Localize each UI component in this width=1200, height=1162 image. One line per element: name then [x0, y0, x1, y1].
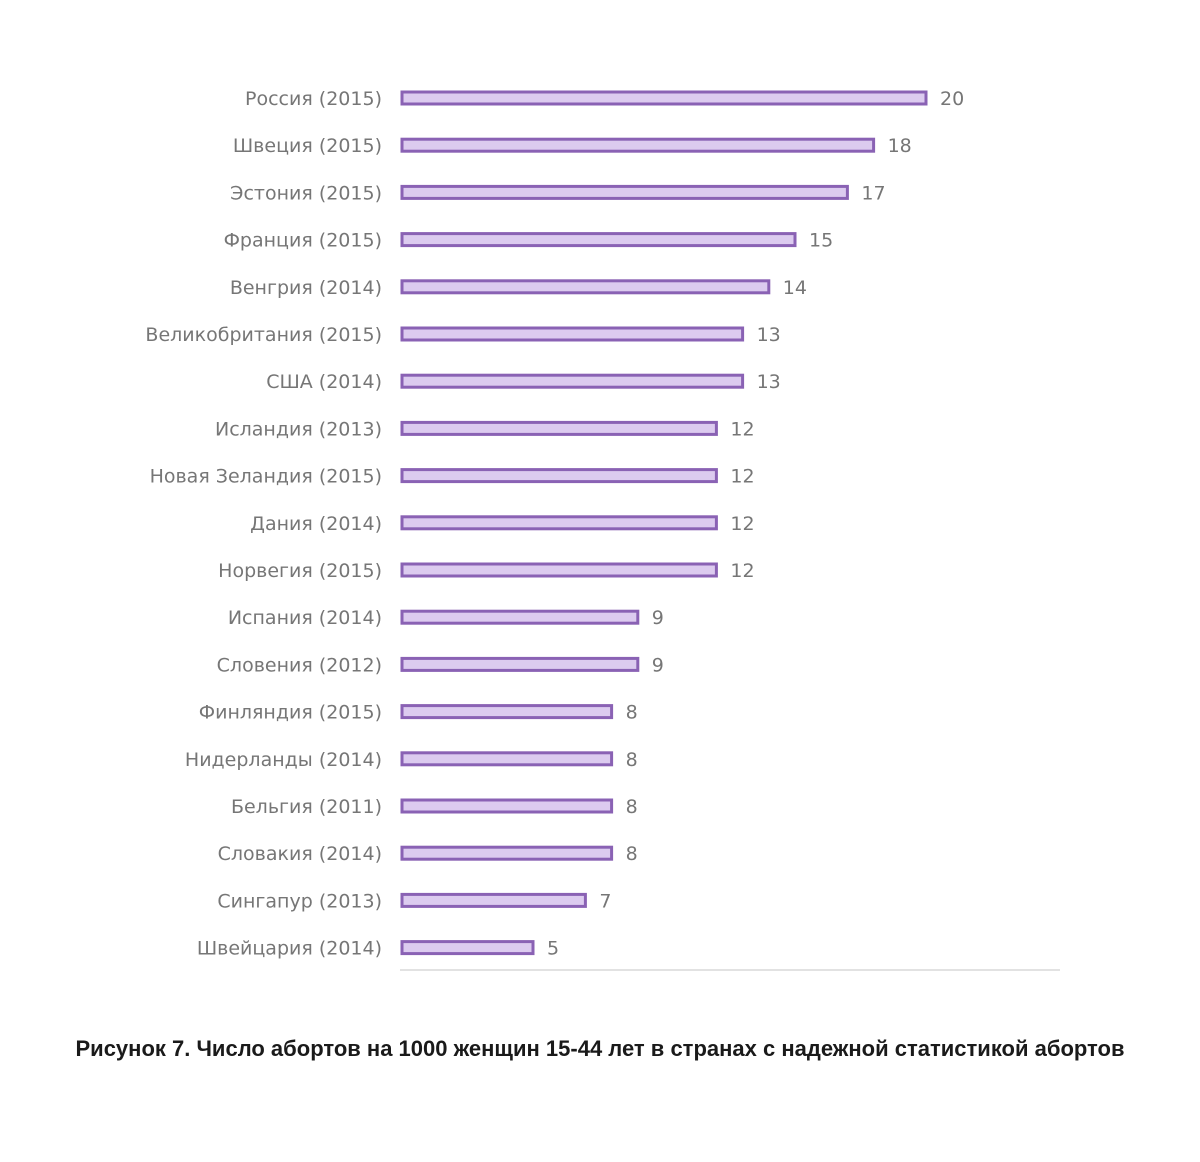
category-label: Бельгия (2011) — [231, 796, 382, 818]
category-label: Швейцария (2014) — [197, 938, 382, 960]
category-label: Дания (2014) — [250, 513, 382, 535]
bar — [400, 90, 928, 106]
value-label: 12 — [730, 513, 754, 535]
value-label: 5 — [547, 938, 559, 960]
value-label: 8 — [626, 749, 638, 771]
value-label: 12 — [730, 560, 754, 582]
bar — [400, 656, 640, 672]
value-label: 9 — [652, 607, 664, 629]
bar — [400, 609, 640, 625]
category-label: Исландия (2013) — [215, 418, 382, 440]
category-label: Венгрия (2014) — [230, 277, 382, 299]
value-label: 13 — [757, 371, 781, 393]
value-label: 8 — [626, 843, 638, 865]
category-label: Франция (2015) — [224, 230, 382, 252]
value-label: 9 — [652, 654, 664, 676]
value-label: 18 — [888, 135, 912, 157]
bars-group: Россия (2015) 20 Швеция (2015) 18 Эстония (2… — [145, 88, 964, 960]
value-label: 20 — [940, 88, 964, 110]
category-label: Словакия (2014) — [218, 843, 382, 865]
bar — [400, 845, 614, 861]
bar — [400, 373, 745, 389]
bar — [400, 420, 718, 436]
value-label: 12 — [730, 418, 754, 440]
bar — [400, 940, 535, 956]
value-label: 12 — [730, 466, 754, 488]
bar — [400, 279, 771, 295]
value-label: 14 — [783, 277, 807, 299]
value-label: 8 — [626, 702, 638, 724]
value-label: 7 — [599, 890, 611, 912]
bar — [400, 798, 614, 814]
figure-caption: Рисунок 7. Число абортов на 1000 женщин … — [75, 1036, 1125, 1061]
category-label: Финляндия (2015) — [199, 702, 382, 724]
value-label: 17 — [861, 182, 885, 204]
category-label: Испания (2014) — [228, 607, 382, 629]
bar — [400, 751, 614, 767]
bar — [400, 892, 587, 908]
category-label: Нидерланды (2014) — [185, 749, 382, 771]
bar — [400, 468, 718, 484]
category-label: Словения (2012) — [217, 654, 382, 676]
bar — [400, 326, 745, 342]
category-label: США (2014) — [266, 371, 382, 393]
category-label: Норвегия (2015) — [218, 560, 382, 582]
bar — [400, 562, 718, 578]
value-label: 8 — [626, 796, 638, 818]
bar — [400, 232, 797, 248]
category-label: Россия (2015) — [245, 88, 382, 110]
category-label: Новая Зеландия (2015) — [150, 466, 382, 488]
bar — [400, 184, 849, 200]
bar — [400, 137, 876, 153]
value-label: 13 — [757, 324, 781, 346]
category-label: Эстония (2015) — [230, 182, 382, 204]
category-label: Сингапур (2013) — [217, 890, 382, 912]
value-label: 15 — [809, 230, 833, 252]
category-label: Швеция (2015) — [233, 135, 382, 157]
bar-chart: Россия (2015) 20 Швеция (2015) 18 Эстония (2… — [145, 88, 1060, 971]
bar — [400, 515, 718, 531]
bar — [400, 704, 614, 720]
category-label: Великобритания (2015) — [145, 324, 382, 346]
